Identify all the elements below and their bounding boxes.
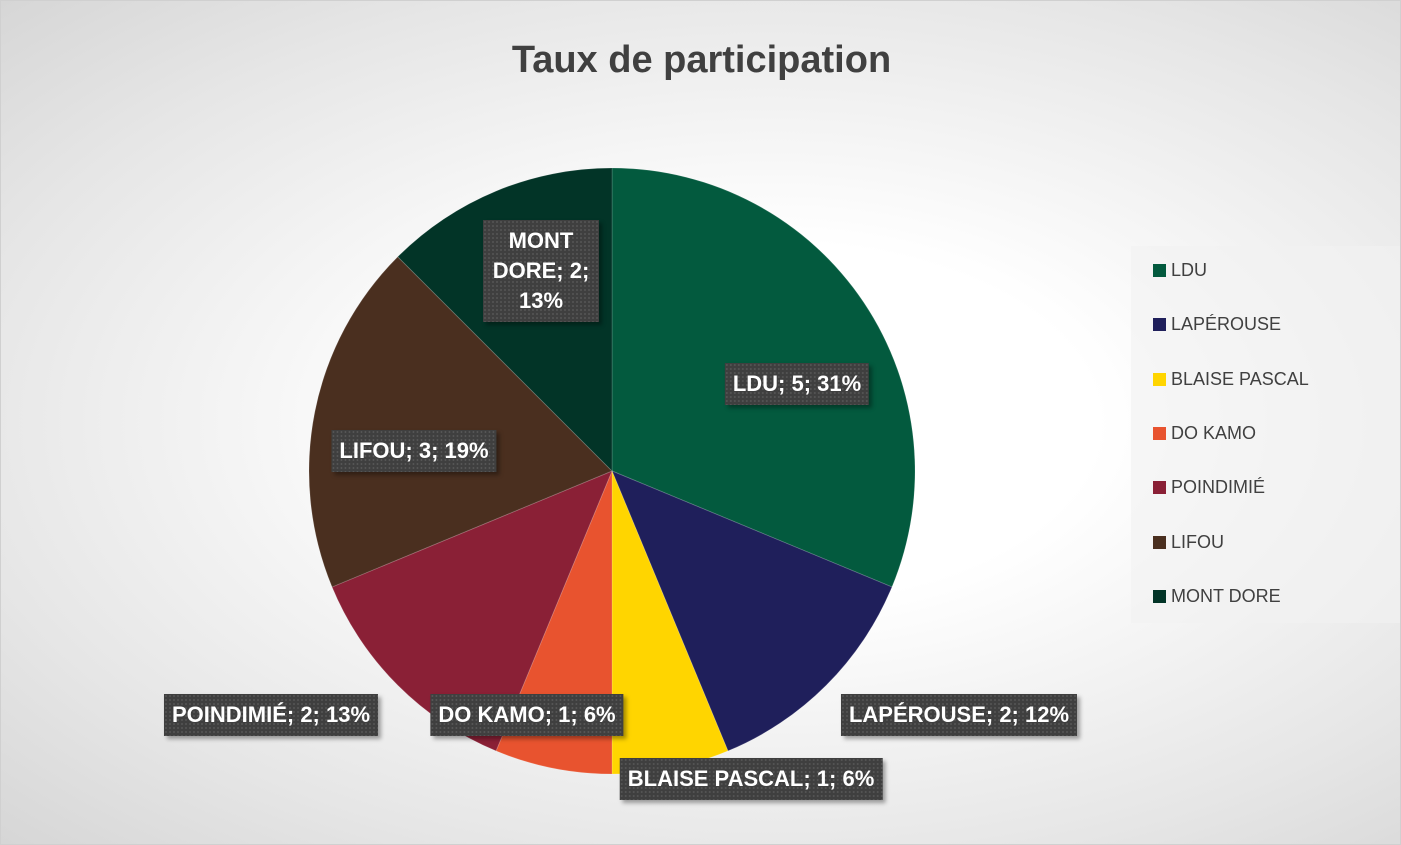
legend-entry: LDU	[1153, 260, 1207, 281]
legend-label: DO KAMO	[1171, 422, 1257, 443]
legend-label: LIFOU	[1171, 531, 1225, 552]
legend-entry: POINDIMIÉ	[1153, 477, 1265, 498]
chart-title: Taux de participation	[511, 39, 892, 81]
legend-swatch	[1153, 589, 1166, 603]
pie-slice	[331, 470, 613, 752]
pie-slice	[308, 256, 613, 588]
data-label: POINDIMIÉ; 2; 13%	[163, 694, 379, 736]
legend-swatch	[1153, 264, 1166, 277]
data-label: MONT DORE; 2; 13%	[483, 220, 599, 322]
legend: LDU LAPÉROUSE BLAISE PASCAL DO KAMO POINDIMI…	[1131, 246, 1400, 623]
data-label: LAPÉROUSE; 2; 12%	[840, 694, 1078, 736]
legend-swatch	[1153, 481, 1166, 495]
legend-label: BLAISE PASCAL	[1171, 368, 1309, 389]
data-label: LIFOU; 3; 19%	[331, 430, 497, 472]
legend-entry: LAPÉROUSE	[1153, 314, 1281, 335]
legend-entry: BLAISE PASCAL	[1153, 369, 1309, 390]
data-label: DO KAMO; 1; 6%	[430, 694, 624, 736]
data-label: LDU; 5; 31%	[724, 363, 870, 405]
legend-entry: LIFOU	[1153, 532, 1224, 553]
data-label: BLAISE PASCAL; 1; 6%	[619, 758, 883, 800]
legend-label: LDU	[1171, 260, 1208, 280]
legend-entry: DO KAMO	[1153, 423, 1256, 444]
legend-label: MONT DORE	[1171, 585, 1281, 606]
legend-label: POINDIMIÉ	[1171, 477, 1266, 498]
legend-swatch	[1153, 318, 1166, 332]
legend-swatch	[1153, 426, 1166, 440]
legend-label: LAPÉROUSE	[1171, 314, 1282, 335]
pie-slice	[611, 470, 893, 752]
legend-swatch	[1153, 535, 1166, 549]
legend-swatch	[1153, 372, 1166, 386]
legend-entry: MONT DORE	[1153, 586, 1281, 607]
